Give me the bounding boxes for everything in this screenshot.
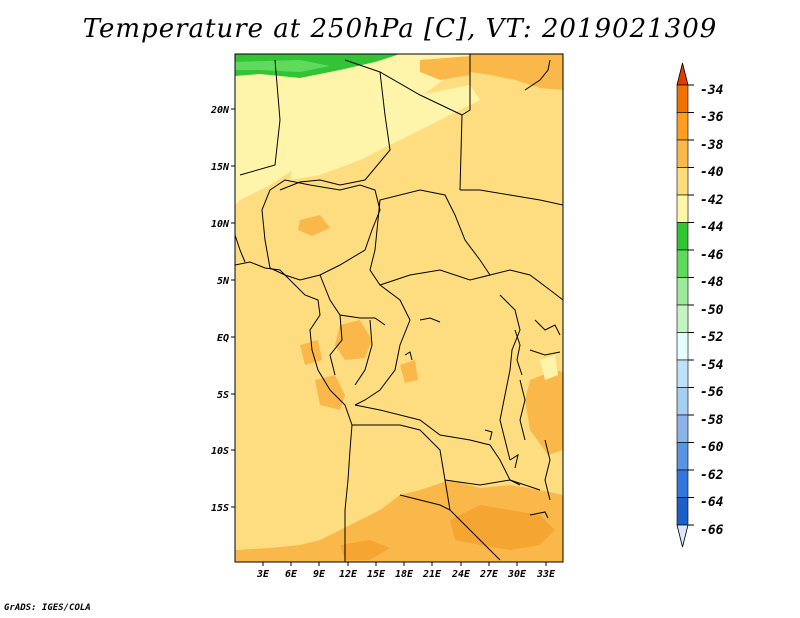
colorbar-label-9: -52	[700, 330, 724, 345]
colorbar-segment	[676, 84, 689, 113]
field-orange-south2	[450, 505, 555, 550]
colorbar-label-4: -42	[700, 193, 724, 208]
lon-label-3e: 3E	[256, 569, 270, 580]
colorbar-label-11: -56	[700, 385, 724, 400]
map-frame	[234, 53, 564, 563]
lon-label-15e: 15E	[367, 569, 386, 580]
lon-label-12e: 12E	[339, 569, 358, 580]
colorbar-segment	[676, 222, 689, 251]
colorbar-over-arrow	[676, 62, 689, 86]
colorbar-segment	[676, 387, 689, 416]
colorbar-segment	[676, 249, 689, 278]
colorbar: -34 -36 -38 -40 -42 -44 -46 -48 -50 -52 …	[676, 62, 724, 548]
colorbar-segment	[676, 414, 689, 443]
lon-label-33e: 33E	[536, 569, 556, 580]
colorbar-segment	[676, 277, 689, 306]
grads-credit: GrADS: IGES/COLA	[4, 603, 91, 613]
colorbar-label-5: -44	[700, 220, 724, 235]
lon-label-24e: 24E	[451, 569, 471, 580]
colorbar-label-16: -66	[700, 523, 724, 538]
colorbar-label-8: -50	[700, 303, 724, 318]
colorbar-segment	[676, 194, 689, 223]
lon-label-18e: 18E	[395, 569, 414, 580]
colorbar-segment	[676, 497, 689, 526]
field-blob-1	[298, 215, 330, 236]
colorbar-segment	[676, 469, 689, 498]
lon-label-9e: 9E	[313, 569, 326, 580]
colorbar-label-2: -38	[700, 138, 724, 153]
colorbar-label-3: -40	[700, 165, 724, 180]
field-blob-2	[335, 320, 372, 360]
longitude-axis: 3E 6E 9E 12E 15E 18E 21E 24E 27E 30E 33E	[256, 562, 556, 580]
lat-label-5s: 5S	[217, 390, 229, 401]
colorbar-segment	[676, 167, 689, 196]
colorbar-label-1: -36	[700, 110, 724, 125]
field-orange-ne2	[420, 56, 470, 80]
lon-label-6e: 6E	[285, 569, 298, 580]
colorbar-segment	[676, 304, 689, 333]
lat-label-5n: 5N	[217, 276, 230, 287]
temperature-field	[235, 54, 563, 562]
colorbar-label-12: -58	[700, 413, 724, 428]
colorbar-segment	[676, 442, 689, 471]
field-orange-south3	[340, 540, 390, 560]
lon-label-27e: 27E	[479, 569, 499, 580]
lat-label-15n: 15N	[211, 162, 230, 173]
colorbar-segment	[676, 139, 689, 168]
lon-label-30e: 30E	[507, 569, 527, 580]
field-green-light	[235, 60, 330, 72]
colorbar-label-0: -34	[700, 83, 724, 98]
colorbar-under-arrow	[676, 524, 689, 548]
field-blob-east	[525, 370, 563, 455]
colorbar-label-15: -64	[700, 495, 724, 510]
colorbar-label-13: -60	[700, 440, 724, 455]
field-blob-5	[400, 360, 418, 383]
field-blob-4	[315, 375, 345, 410]
country-borders	[235, 54, 563, 562]
lon-label-21e: 21E	[422, 569, 442, 580]
colorbar-segment	[676, 112, 689, 141]
map-title: Temperature at 250hPa [C], VT: 201902130…	[82, 14, 718, 44]
colorbar-segment	[676, 359, 689, 388]
colorbar-segments	[676, 62, 689, 548]
colorbar-label-14: -62	[700, 468, 724, 483]
colorbar-label-7: -48	[700, 275, 724, 290]
field-lightspot-east	[540, 355, 558, 380]
lat-label-eq: EQ	[217, 333, 229, 344]
field-light-band	[290, 85, 480, 180]
lat-label-10n: 10N	[211, 219, 230, 230]
field-orange-ne	[470, 54, 563, 90]
latitude-axis: 20N 15N 10N 5N EQ 5S 10S 15S	[210, 105, 235, 514]
colorbar-label-6: -46	[700, 248, 724, 263]
lat-label-20n: 20N	[210, 105, 230, 116]
colorbar-ticks	[688, 84, 694, 526]
field-blob-3	[300, 340, 322, 365]
colorbar-label-10: -54	[700, 358, 724, 373]
colorbar-segment	[676, 332, 689, 361]
lat-label-15s: 15S	[211, 503, 229, 514]
lat-label-10s: 10S	[211, 446, 229, 457]
